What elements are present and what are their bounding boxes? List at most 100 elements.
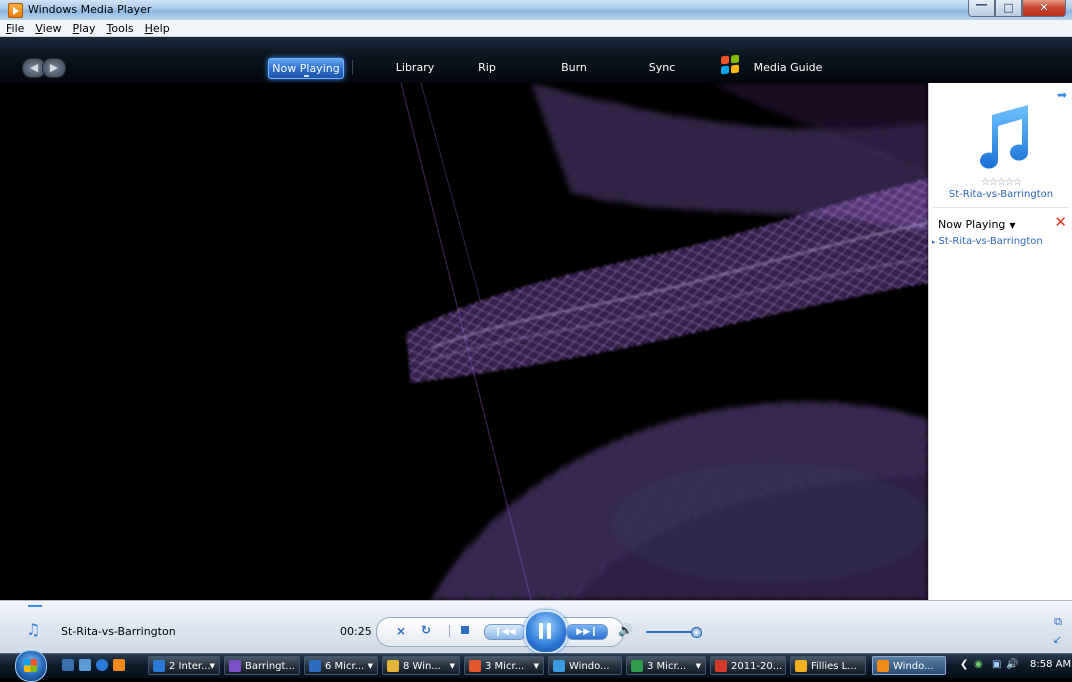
taskbar-button[interactable]: 2011-20... <box>710 656 786 675</box>
chevron-down-icon: ▼ <box>695 662 701 670</box>
pause-icon-bar <box>547 623 551 639</box>
mute-button[interactable]: 🔊 <box>618 623 633 637</box>
menu-help[interactable]: Help <box>144 21 170 35</box>
tab-burn[interactable]: Burn <box>555 58 593 77</box>
menu-play[interactable]: Play <box>72 21 96 35</box>
menu-file[interactable]: File <box>6 21 25 35</box>
taskbar-button-label: 8 Win... <box>403 661 441 672</box>
start-button[interactable] <box>15 650 47 682</box>
volume-slider[interactable] <box>646 631 696 633</box>
taskbar-button[interactable]: 2 Inter... ▼ <box>148 656 220 675</box>
minimize-button[interactable]: ― <box>968 0 995 17</box>
history-buttons: ◀ ▶ <box>22 58 66 78</box>
elapsed-time: 00:25 <box>340 625 372 638</box>
chevron-down-icon: ▼ <box>533 662 539 670</box>
navigation-bar: ◀ ▶ Now Playing Library Rip Burn Sync Me… <box>0 37 1072 83</box>
ie-icon <box>153 660 165 672</box>
taskbar-button[interactable]: 3 Micr... ▼ <box>464 656 544 675</box>
tab-library[interactable]: Library <box>380 58 450 77</box>
list-pane: ➡ ☆☆☆☆☆ St-Rita-vs-Barrington Now Playin… <box>928 83 1072 600</box>
chevron-down-icon: ▼ <box>1009 221 1016 230</box>
taskbar-button-media-player[interactable]: Windo... <box>872 656 946 675</box>
taskbar-button-label: 3 Micr... <box>485 661 525 672</box>
pause-icon <box>539 623 543 639</box>
visualization-area[interactable] <box>11 83 928 600</box>
previous-button[interactable]: ❙◀◀ <box>484 624 526 640</box>
maximize-icon: □ <box>1003 1 1014 14</box>
taskbar-button-label: 3 Micr... <box>647 661 687 672</box>
taskbar-button[interactable]: 3 Micr... ▼ <box>626 656 706 675</box>
taskbar-button[interactable]: 6 Micr... ▼ <box>304 656 378 675</box>
volume-knob[interactable] <box>691 627 702 638</box>
folder-icon <box>387 660 399 672</box>
chevron-down-icon: ▼ <box>367 662 373 670</box>
clock[interactable]: 8:58 AM <box>1030 659 1072 670</box>
maximize-button[interactable]: □ <box>995 0 1022 17</box>
clear-list-icon[interactable]: ✕ <box>1054 213 1067 231</box>
tab-library-label: Library <box>395 61 435 74</box>
menu-tools[interactable]: Tools <box>106 21 134 35</box>
close-button[interactable]: ✕ <box>1022 0 1066 17</box>
repeat-button[interactable]: ↻ <box>421 623 432 637</box>
album-title: St-Rita-vs-Barrington <box>948 189 1054 200</box>
chevron-down-icon: ▼ <box>209 662 215 670</box>
next-button[interactable]: ▶▶❙ <box>566 624 608 640</box>
taskbar-button-label: 2 Inter... <box>169 661 211 672</box>
tab-rip-label: Rip <box>478 61 496 74</box>
playback-controls: ♫ St-Rita-vs-Barrington 00:25 ⨯ ↻ ❙◀◀ ▶▶… <box>0 600 1072 654</box>
internet-explorer-icon[interactable] <box>96 659 108 671</box>
music-note-icon <box>980 105 1028 169</box>
list-item[interactable]: St-Rita-vs-Barrington <box>932 236 1043 247</box>
taskbar-button-label: Fillies L... <box>811 661 857 672</box>
panel-divider <box>933 207 1069 208</box>
volume-icon[interactable]: 🔊 <box>1006 659 1019 670</box>
stop-button[interactable] <box>461 626 469 634</box>
minimize-icon: ― <box>976 0 987 11</box>
tab-now-playing-label: Now Playing <box>272 62 340 75</box>
close-icon: ✕ <box>1039 1 1049 14</box>
tab-media-guide[interactable]: Media Guide <box>748 58 828 77</box>
control-divider <box>449 625 450 637</box>
tab-media-guide-label: Media Guide <box>753 61 823 74</box>
tray-expand-icon[interactable]: ❮ <box>960 659 969 670</box>
media-player-quicklaunch-icon[interactable] <box>113 659 125 671</box>
expand-arrow-icon[interactable]: ➡ <box>1056 88 1067 102</box>
tab-sync[interactable]: Sync <box>645 58 679 77</box>
switch-to-full-icon[interactable]: ⧉ <box>1054 615 1062 628</box>
tab-dropdown-icon <box>304 75 309 77</box>
compact-mode-icon[interactable]: ↙ <box>1052 633 1062 646</box>
powerpoint-icon <box>469 660 481 672</box>
now-playing-list-label: Now Playing <box>938 218 1006 231</box>
taskbar-button[interactable]: 8 Win... ▼ <box>382 656 460 675</box>
taskbar-button-label: 2011-20... <box>731 661 783 672</box>
title-bar[interactable]: Windows Media Player ― □ ✕ <box>0 0 1072 21</box>
word-icon <box>309 660 321 672</box>
tab-now-playing[interactable]: Now Playing <box>268 58 344 79</box>
tab-divider <box>352 60 353 75</box>
network-icon[interactable]: ◉ <box>974 659 983 670</box>
media-player-icon <box>8 3 23 18</box>
shuffle-button[interactable]: ⨯ <box>396 624 407 638</box>
window-icon <box>553 660 565 672</box>
windows-logo-icon <box>720 54 740 75</box>
menu-bar: File View Play Tools Help <box>0 20 1072 37</box>
app-icon <box>229 660 241 672</box>
taskbar: 2 Inter... ▼ Barringt... 6 Micr... ▼ 8 Win… <box>0 650 1072 682</box>
seek-bar[interactable] <box>28 605 42 607</box>
rating-stars[interactable]: ☆☆☆☆☆ <box>981 177 1022 188</box>
menu-view[interactable]: View <box>35 21 62 35</box>
forward-button[interactable]: ▶ <box>42 58 66 78</box>
tab-burn-label: Burn <box>561 61 587 74</box>
taskbar-button[interactable]: Windo... <box>548 656 622 675</box>
taskbar-button[interactable]: Fillies L... <box>790 656 866 675</box>
taskbar-button[interactable]: Barringt... <box>224 656 300 675</box>
tab-rip[interactable]: Rip <box>470 58 504 77</box>
pause-button[interactable] <box>524 610 568 654</box>
show-desktop-icon[interactable] <box>62 659 74 671</box>
system-tray: ❮ ◉ ▣ 🔊 8:58 AM <box>958 654 1072 678</box>
switch-windows-icon[interactable] <box>79 659 91 671</box>
excel-icon <box>631 660 643 672</box>
display-icon[interactable]: ▣ <box>992 659 1002 670</box>
now-playing-list-header[interactable]: Now Playing ▼ <box>938 218 1016 231</box>
app-icon <box>795 660 807 672</box>
